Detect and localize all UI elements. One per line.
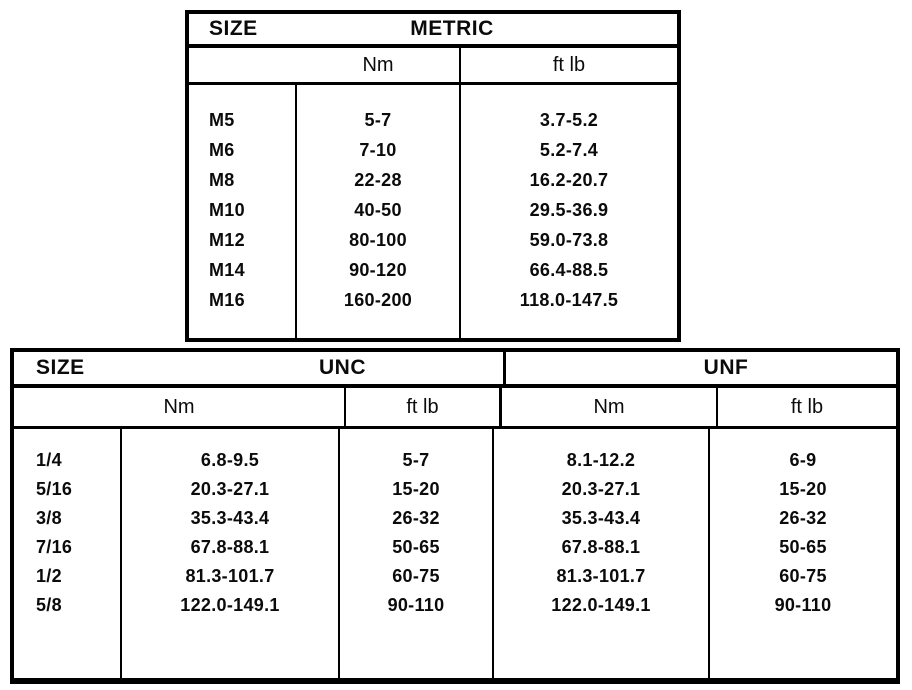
nm-value-cell: 80-100 xyxy=(349,230,407,250)
unf-group-header: UNF xyxy=(703,356,749,379)
ftlb-value-cell: 60-75 xyxy=(392,566,440,586)
size-cell: M10 xyxy=(209,200,245,220)
ftlb-value-cell: 60-75 xyxy=(779,566,827,586)
size-cell: 5/16 xyxy=(36,479,73,499)
ftlb-value-cell: 118.0-147.5 xyxy=(519,290,619,310)
ftlb-value-cell: 15-20 xyxy=(392,479,440,499)
ftlb-value-cell: 90-110 xyxy=(387,595,445,615)
nm-value-cell: 40-50 xyxy=(354,200,402,220)
ftlb-value-cell: 5-7 xyxy=(402,450,430,470)
metric-group-header: METRIC xyxy=(410,17,494,40)
metric-header-row: SIZE METRIC xyxy=(189,14,677,48)
nm-value-cell: 81.3-101.7 xyxy=(185,566,275,586)
ftlb-value-cell: 29.5-36.9 xyxy=(529,200,609,220)
ftlb-value-cell: 16.2-20.7 xyxy=(529,170,609,190)
nm-value-cell: 7-10 xyxy=(359,140,397,160)
ftlb-value-cell: 59.0-73.8 xyxy=(529,230,609,250)
size-cell: 3/8 xyxy=(36,508,62,528)
metric-unit-header-row: Nm ft lb xyxy=(189,48,677,85)
nm-value-cell: 6.8-9.5 xyxy=(200,450,260,470)
ftlb-value-cell: 50-65 xyxy=(392,537,440,557)
nm-value-cell: 122.0-149.1 xyxy=(180,595,280,615)
nm-value-cell: 20.3-27.1 xyxy=(190,479,270,499)
unc-group-header: UNC xyxy=(122,352,506,384)
ftlb-value-cell: 15-20 xyxy=(779,479,827,499)
unc-nm-column: 6.8-9.5 20.3-27.1 35.3-43.4 67.8-88.1 81… xyxy=(122,429,340,678)
ftlb-value-cell: 66.4-88.5 xyxy=(529,260,609,280)
metric-size-header: SIZE xyxy=(209,17,258,40)
ftlb-value-cell: 3.7-5.2 xyxy=(539,110,599,130)
size-cell: M14 xyxy=(209,260,245,280)
nm-value-cell: 160-200 xyxy=(343,290,413,310)
unc-ftlb-unit-header: ft lb xyxy=(346,388,502,426)
ftlb-value-cell: 90-110 xyxy=(774,595,832,615)
nm-value-cell: 22-28 xyxy=(354,170,402,190)
imperial-size-header: SIZE xyxy=(36,356,85,379)
nm-value-cell: 67.8-88.1 xyxy=(561,537,641,557)
imperial-unit-header-row: Nm ft lb Nm ft lb xyxy=(14,388,896,429)
ftlb-value-cell: 26-32 xyxy=(392,508,440,528)
size-cell: M16 xyxy=(209,290,245,310)
ftlb-value-cell: 5.2-7.4 xyxy=(539,140,599,160)
nm-value-cell: 90-120 xyxy=(349,260,407,280)
size-cell: 1/2 xyxy=(36,566,62,586)
ftlb-value-cell: 26-32 xyxy=(779,508,827,528)
nm-value-cell: 81.3-101.7 xyxy=(556,566,646,586)
unc-nm-unit-header: Nm xyxy=(14,388,346,426)
size-cell: M12 xyxy=(209,230,245,250)
unf-ftlb-column: 6-9 15-20 26-32 50-65 60-75 90-110 xyxy=(710,429,896,678)
size-cell: M6 xyxy=(209,140,235,160)
size-cell: 5/8 xyxy=(36,595,62,615)
unf-nm-unit-header: Nm xyxy=(502,388,718,426)
nm-value-cell: 35.3-43.4 xyxy=(190,508,270,528)
metric-ftlb-unit-header: ft lb xyxy=(552,53,586,76)
imperial-table-body: 1/4 5/16 3/8 7/16 1/2 5/8 6.8-9.5 20.3-2… xyxy=(14,429,896,678)
nm-value-cell: 35.3-43.4 xyxy=(561,508,641,528)
metric-nm-unit-header: Nm xyxy=(297,48,461,82)
metric-unit-spacer xyxy=(189,48,297,82)
metric-ftlb-column: 3.7-5.2 5.2-7.4 16.2-20.7 29.5-36.9 59.0… xyxy=(461,85,677,338)
ftlb-value-cell: 50-65 xyxy=(779,537,827,557)
unf-nm-column: 8.1-12.2 20.3-27.1 35.3-43.4 67.8-88.1 8… xyxy=(494,429,710,678)
size-cell: 7/16 xyxy=(36,537,73,557)
nm-value-cell: 20.3-27.1 xyxy=(561,479,641,499)
nm-value-cell: 5-7 xyxy=(364,110,392,130)
ftlb-value-cell: 6-9 xyxy=(789,450,817,470)
nm-value-cell: 67.8-88.1 xyxy=(190,537,270,557)
size-cell: M5 xyxy=(209,110,235,130)
size-cell: 1/4 xyxy=(36,450,62,470)
size-cell: M8 xyxy=(209,170,235,190)
imperial-torque-table: SIZE UNC UNF Nm ft lb Nm ft lb 1/4 5/16 … xyxy=(10,348,900,684)
unc-ftlb-column: 5-7 15-20 26-32 50-65 60-75 90-110 xyxy=(340,429,494,678)
nm-value-cell: 8.1-12.2 xyxy=(566,450,636,470)
imperial-header-row: SIZE UNC UNF xyxy=(14,352,896,388)
nm-value-cell: 122.0-149.1 xyxy=(551,595,651,615)
metric-nm-column: 5-7 7-10 22-28 40-50 80-100 90-120 160-2… xyxy=(297,85,461,338)
metric-size-column: M5 M6 M8 M10 M12 M14 M16 xyxy=(189,85,297,338)
metric-torque-table: SIZE METRIC Nm ft lb M5 M6 M8 M10 M12 M1… xyxy=(185,10,681,342)
metric-table-body: M5 M6 M8 M10 M12 M14 M16 5-7 7-10 22-28 … xyxy=(189,85,677,338)
unf-ftlb-unit-header: ft lb xyxy=(790,395,824,418)
imperial-size-column: 1/4 5/16 3/8 7/16 1/2 5/8 xyxy=(14,429,122,678)
